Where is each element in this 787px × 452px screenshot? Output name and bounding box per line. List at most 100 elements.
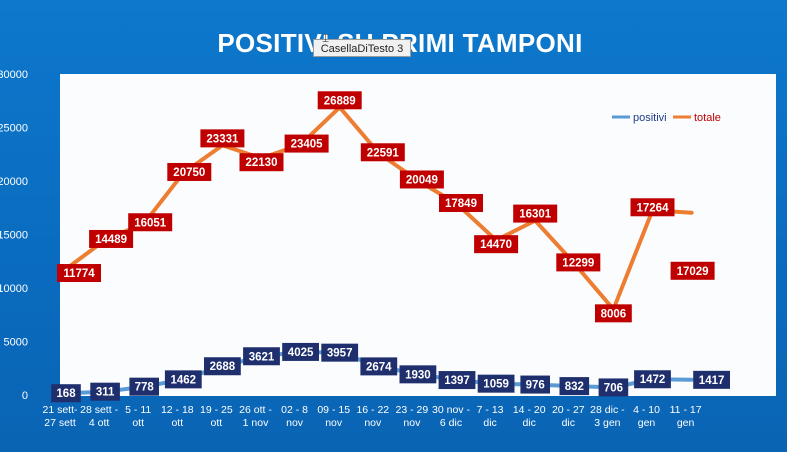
data-label-totale-text: 17264 (637, 202, 670, 214)
legend-totale-label: totale (694, 112, 721, 124)
data-label-positivi-box (693, 370, 730, 389)
data-label-totale: 20750 (167, 162, 212, 181)
plot-area (60, 74, 776, 396)
data-label-totale: 16051 (128, 213, 173, 232)
data-label-positivi-box (51, 384, 81, 403)
data-label-totale-text: 20049 (406, 174, 438, 186)
data-label-positivi-box (321, 343, 359, 362)
text-cursor-icon: ⌶ (322, 31, 330, 45)
data-label-positivi-text: 832 (565, 381, 584, 393)
data-label-totale-box (317, 91, 362, 110)
data-label-totale-text: 14489 (95, 234, 127, 246)
data-label-totale-text: 17849 (445, 198, 477, 210)
data-label-totale: 22130 (239, 153, 284, 172)
data-label-positivi: 3957 (321, 343, 359, 362)
y-tick-label: 15000 (0, 230, 28, 242)
data-label-positivi: 1417 (693, 370, 730, 389)
x-tick-label: 16 - 22 nov (356, 404, 389, 429)
data-label-totale: 14470 (474, 235, 519, 254)
x-tick-label: 02 - 8 nov (281, 404, 308, 429)
data-label-positivi-box (438, 371, 476, 390)
data-labels: 1177414489160512075023331221302340526889… (51, 91, 730, 403)
data-label-totale-text: 23405 (291, 139, 324, 151)
data-label-positivi: 311 (90, 382, 120, 401)
data-label-totale-box (670, 261, 715, 280)
data-label-totale-text: 8006 (601, 308, 627, 320)
data-label-positivi-box (164, 370, 202, 389)
data-label-totale: 26889 (317, 91, 362, 110)
data-label-totale-text: 22591 (367, 147, 400, 159)
data-label-positivi-box (520, 375, 550, 394)
data-label-totale-text: 11774 (63, 268, 95, 280)
y-axis: 0 5000 10000 15000 20000 25000 30000 (0, 69, 28, 402)
data-label-positivi: 706 (598, 378, 629, 397)
data-label-totale-text: 16301 (519, 209, 552, 221)
x-tick-label: 28 sett -4 ott (80, 404, 118, 429)
data-label-positivi-box (243, 347, 280, 366)
data-label-positivi: 1472 (634, 370, 671, 389)
data-label-totale-text: 16051 (134, 217, 167, 229)
data-label-totale: 12299 (556, 253, 601, 272)
data-label-positivi: 976 (520, 375, 550, 394)
x-tick-label: 5 - 11 ott (125, 404, 151, 429)
data-label-positivi-box (129, 377, 159, 396)
data-label-totale-box (513, 204, 558, 223)
data-label-totale-text: 14470 (480, 239, 512, 251)
data-label-totale-box (399, 170, 444, 189)
textbox-tag[interactable]: CasellaDiTesto 3 (313, 39, 411, 57)
data-label-positivi: 168 (51, 384, 81, 403)
data-label-positivi: 832 (559, 377, 590, 396)
data-label-positivi-text: 778 (135, 382, 155, 394)
data-label-positivi-box (598, 378, 629, 397)
data-label-totale-text: 12299 (562, 257, 594, 269)
data-label-positivi-text: 168 (56, 388, 76, 400)
data-label-positivi-box (559, 377, 590, 396)
x-tick-label: 11 - 17 gen (670, 404, 702, 429)
data-label-positivi-text: 1397 (444, 375, 470, 387)
x-tick-label: 23 - 29 nov (396, 404, 429, 429)
data-label-positivi-box (634, 370, 671, 389)
data-label-totale-box (239, 153, 284, 172)
data-label-positivi: 1059 (477, 374, 515, 393)
y-tick-label: 20000 (0, 176, 28, 188)
data-label-totale: 11774 (57, 264, 101, 283)
data-label-positivi-box (90, 382, 120, 401)
data-label-totale: 23405 (284, 134, 329, 153)
data-label-totale-box (474, 235, 519, 254)
data-label-totale-box (630, 198, 675, 217)
data-label-positivi-box (204, 357, 241, 376)
y-tick-label: 0 (22, 390, 28, 402)
data-label-totale: 22591 (360, 143, 405, 162)
data-label-positivi-text: 3957 (327, 348, 353, 360)
data-label-totale-box (128, 213, 173, 232)
data-label-positivi: 778 (129, 377, 159, 396)
data-label-positivi-text: 1930 (405, 369, 431, 381)
data-label-totale-box (57, 264, 101, 283)
data-label-positivi-text: 1417 (699, 375, 725, 387)
data-label-totale-box (284, 134, 329, 153)
data-label-totale-box (595, 304, 632, 323)
data-label-positivi-text: 2688 (210, 361, 236, 373)
data-label-totale-box (439, 194, 483, 213)
data-label-positivi-text: 2674 (366, 361, 392, 373)
y-tick-label: 10000 (0, 283, 28, 295)
data-label-totale-text: 17029 (677, 266, 709, 278)
data-label-totale: 17264 (630, 198, 675, 217)
data-label-positivi-box (477, 374, 515, 393)
data-label-totale: 16301 (513, 204, 558, 223)
data-label-positivi-box (399, 365, 437, 384)
data-label-totale: 20049 (399, 170, 444, 189)
x-tick-label: 21 sett-27 sett (42, 404, 78, 429)
data-label-positivi: 1462 (164, 370, 202, 389)
x-tick-label: 7 - 13 dic (477, 404, 504, 429)
data-label-positivi: 4025 (282, 342, 319, 361)
data-label-totale-box (360, 143, 405, 162)
data-label-totale-text: 26889 (324, 95, 356, 107)
y-tick-label: 5000 (4, 337, 28, 349)
data-label-totale-box (167, 162, 212, 181)
data-label-totale: 14489 (89, 229, 134, 248)
x-tick-label: 28 dic -3 gen (590, 404, 625, 429)
x-tick-label: 30 nov -6 dic (432, 404, 470, 429)
